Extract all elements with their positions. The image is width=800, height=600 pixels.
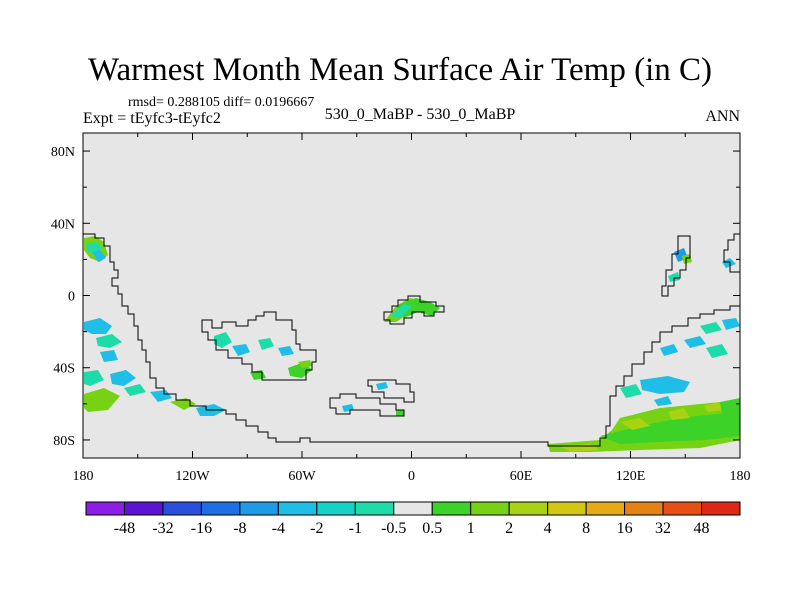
anomaly-patch (396, 410, 404, 416)
colorbar-swatch (85, 501, 125, 516)
colorbar-swatch (585, 501, 626, 516)
colorbar-swatch (393, 501, 433, 516)
lon-tick-label: 180 (730, 469, 751, 484)
lat-tick-label: 40N (51, 217, 75, 232)
lon-tick-label: 60E (510, 469, 533, 484)
colorbar-label: -8 (233, 520, 246, 537)
colorbar-swatch (162, 501, 202, 516)
anomaly-patch (92, 250, 106, 262)
coastline-south-continent (83, 233, 740, 447)
colorbar-swatch (239, 501, 279, 516)
anomaly-patch (298, 360, 312, 368)
lat-tick-label: 0 (68, 290, 75, 305)
colorbar-label: 8 (582, 520, 590, 537)
colorbar-label: 1 (467, 520, 475, 537)
anomaly-shading (84, 236, 740, 452)
anomaly-patch (84, 388, 120, 412)
colorbar-label: -32 (152, 520, 173, 537)
lat-tick-label: 40S (53, 362, 75, 377)
experiment-label: Expt = tEyfc3-tEyfc2 (83, 110, 221, 127)
colorbar-label: 0.5 (422, 520, 442, 537)
lon-tick-label: 120W (175, 469, 210, 484)
coastlines (83, 233, 740, 447)
anomaly-patch (668, 408, 690, 420)
coastline-equatorial-island (383, 295, 445, 325)
anomaly-patch (124, 384, 146, 396)
colorbar-label: -16 (191, 520, 212, 537)
stats-text: rmsd= 0.288105 diff= 0.0196667 (128, 95, 315, 110)
colorbar-label: 2 (505, 520, 513, 537)
lat-tick-label: 80N (51, 145, 75, 160)
anomaly-patch (100, 350, 118, 362)
anomaly-patch (150, 390, 172, 402)
case-label: 530_0_MaBP - 530_0_MaBP (324, 106, 516, 123)
coastline-south-islands (367, 379, 415, 403)
colorbar-swatch (354, 501, 395, 516)
anomaly-patch (376, 382, 388, 390)
anomaly-patch (722, 258, 736, 268)
anomaly-patch (96, 334, 122, 348)
coastline-west-land (201, 311, 317, 381)
anomaly-patch (600, 412, 740, 444)
anomaly-patch (722, 318, 740, 330)
anomaly-patch (700, 322, 722, 334)
colorbar-swatch (508, 501, 549, 516)
anomaly-patch (720, 398, 740, 414)
anomaly-patch (620, 384, 642, 398)
lon-tick-label: 60W (288, 469, 316, 484)
anomaly-patch (704, 402, 724, 412)
anomaly-patch (684, 336, 706, 348)
colorbar-swatch (662, 501, 703, 516)
colorbar-label: -48 (114, 520, 135, 537)
colorbar-swatch (470, 501, 510, 516)
colorbar-label: -4 (272, 520, 285, 537)
colorbar-swatch (624, 501, 664, 516)
coastline-northeast-land (661, 235, 691, 297)
colorbar-swatch (701, 501, 741, 516)
colorbar-label: 16 (617, 520, 633, 537)
colorbar-swatch (200, 501, 241, 516)
anomaly-patch (84, 318, 112, 334)
axis-tick-labels: 180 120W 60W 0 60E 120E 180 80N 40N 0 40S 80S (51, 145, 751, 484)
colorbar-swatch (316, 501, 356, 516)
anomaly-patch (620, 418, 650, 430)
anomaly-patch (214, 332, 232, 348)
colorbar-swatch (431, 501, 472, 516)
anomaly-patch (84, 370, 104, 386)
colorbar-label: 48 (694, 520, 710, 537)
anomaly-patch (390, 304, 412, 318)
anomaly-patch (278, 346, 294, 356)
colorbar-swatch (123, 501, 164, 516)
anomaly-patch (232, 344, 250, 356)
lon-tick-label: 0 (408, 469, 415, 484)
anomaly-patch (640, 376, 690, 394)
anomaly-patch (654, 396, 672, 406)
lon-tick-label: 180 (73, 469, 94, 484)
anomaly-patch (706, 344, 728, 358)
plot-title: Warmest Month Mean Surface Air Temp (in … (87, 52, 713, 88)
lon-tick-label: 120E (616, 469, 646, 484)
colorbar-label: 4 (544, 520, 552, 537)
coastline-south-islands-2 (329, 393, 405, 417)
anomaly-patch (110, 370, 136, 386)
season-label: ANN (705, 108, 740, 125)
axis-ticks (82, 133, 741, 458)
anomaly-patch (668, 272, 680, 282)
colorbar: -48 -32 -16 -8 -4 -2 -1 -0.5 0.5 1 2 4 8 16 32 48 (85, 501, 741, 537)
anomaly-patch (660, 344, 678, 356)
coastline-east-edge (723, 233, 740, 273)
colorbar-swatch (547, 501, 587, 516)
colorbar-label: 32 (655, 520, 671, 537)
colorbar-label: -2 (310, 520, 323, 537)
lat-tick-label: 80S (53, 434, 75, 449)
colorbar-label: -1 (349, 520, 362, 537)
anomaly-patch (258, 338, 274, 350)
colorbar-swatch (277, 501, 318, 516)
colorbar-label: -0.5 (381, 520, 406, 537)
anomaly-patch (396, 298, 440, 318)
